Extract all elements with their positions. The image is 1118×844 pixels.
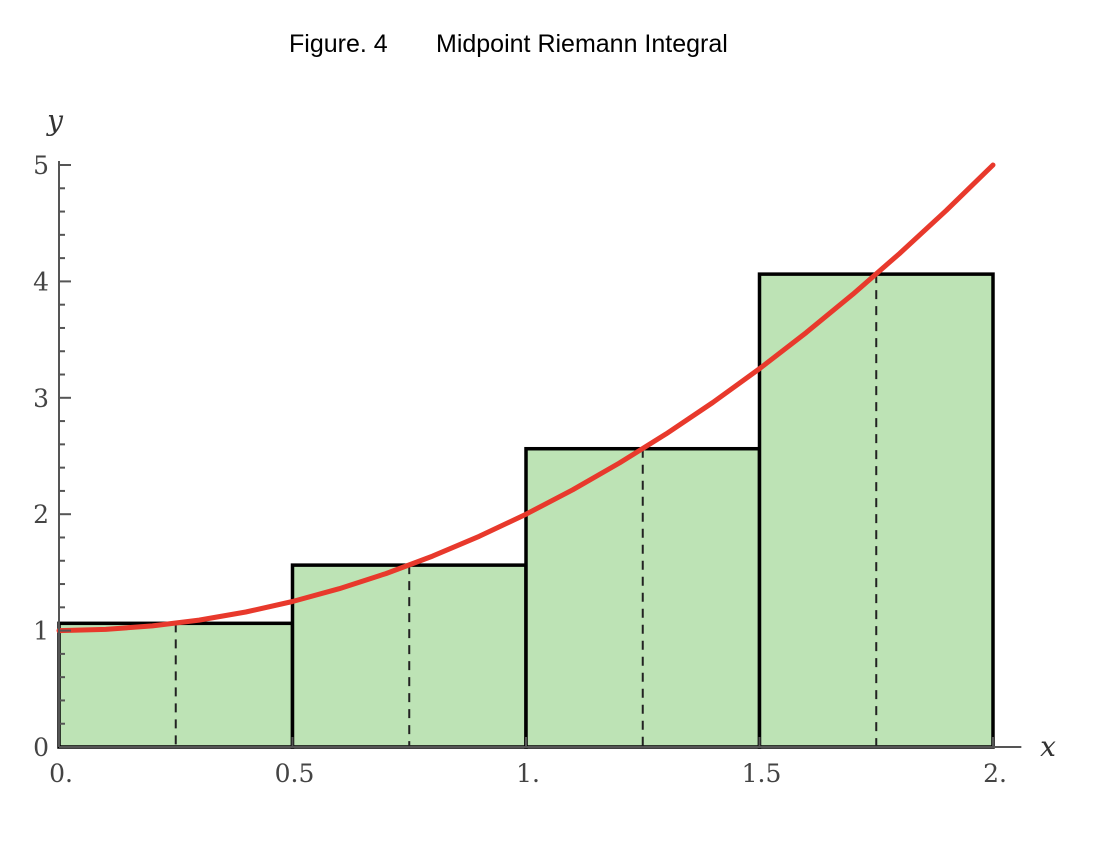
x-axis-label: x [1040,730,1056,763]
x-tick-label: 1.5 [742,759,782,788]
y-tick-label: 3 [33,384,49,413]
axes-layer [58,161,1022,748]
bars-layer [57,272,995,749]
y-axis-label: y [45,104,64,137]
midpoint-lines-layer [174,274,878,747]
x-tick-label: 2. [983,759,1007,788]
y-tick-label: 5 [33,151,49,180]
y-tick-label: 0 [33,733,49,762]
x-tick-label: 0.5 [275,759,315,788]
curve-layer [56,162,996,634]
labels-layer: 0 1 2 3 4 5 0. 0.5 1. 1.5 2. x y [33,104,1056,788]
function-curve [56,162,996,634]
y-tick-label: 2 [33,500,49,529]
y-tick-label: 4 [33,267,49,296]
figure-title: Midpoint Riemann Integral [436,30,728,58]
figure-number: Figure. 4 [289,30,388,58]
x-tick-label: 0. [49,759,73,788]
x-tick-label: 1. [516,759,540,788]
y-tick-label: 1 [33,617,49,646]
